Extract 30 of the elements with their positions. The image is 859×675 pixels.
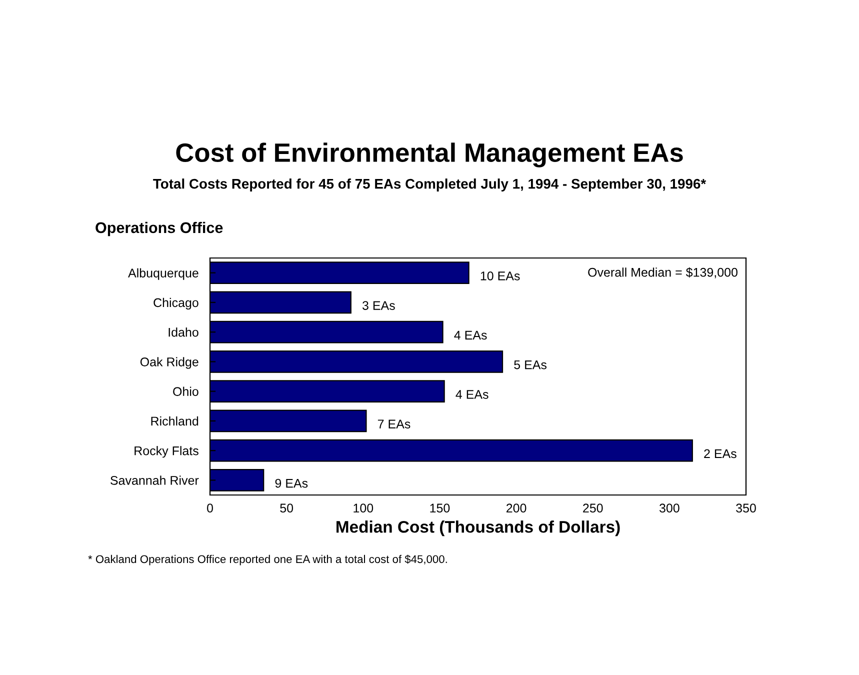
annotation: 10 EAs — [480, 271, 520, 280]
x-tick-label: 50 — [280, 504, 294, 513]
chart-subtitle: Total Costs Reported for 45 of 75 EAs Completed July 1, 1994 - September 30, 1996* — [153, 178, 706, 192]
annotation: 4 EAs — [454, 330, 487, 340]
annotation: 7 EAs — [378, 420, 410, 428]
y-tick-label: Oak Ridge — [140, 357, 198, 369]
y-tick-label: Ohio — [173, 386, 198, 396]
y-tick-label: Richland — [151, 416, 198, 426]
x-axis-title: Median Cost (Thousands of Dollars) — [336, 520, 620, 536]
chart-title: Cost of Environmental Management EAs — [176, 142, 683, 168]
x-tick-label: 150 — [430, 504, 450, 513]
annotation: Overall Median = $139,000 — [588, 267, 738, 278]
x-tick-label: 100 — [354, 504, 374, 513]
x-tick-label: 0 — [207, 504, 213, 513]
x-tick-label: 300 — [659, 504, 680, 513]
y-axis-title: Operations Office — [96, 222, 223, 236]
annotation: 9 EAs — [275, 478, 308, 488]
x-tick-label: 250 — [583, 504, 603, 513]
annotation: 2 EAs — [704, 449, 736, 458]
x-tick-label: 350 — [736, 504, 756, 513]
x-tick-label: 200 — [506, 504, 526, 513]
y-tick-label: Savannah River — [110, 476, 199, 485]
y-tick-label: Albuquerque — [128, 268, 198, 280]
annotation: 3 EAs — [362, 301, 395, 310]
y-tick-label: Rocky Flats — [134, 446, 198, 458]
annotation: 5 EAs — [514, 360, 547, 370]
y-tick-label: Chicago — [154, 298, 198, 310]
text: * Oakland Operations Office reported one EA with a total cost of $45,000. — [88, 554, 447, 566]
y-tick-label: Idaho — [168, 328, 198, 337]
annotation: 4 EAs — [456, 390, 488, 399]
